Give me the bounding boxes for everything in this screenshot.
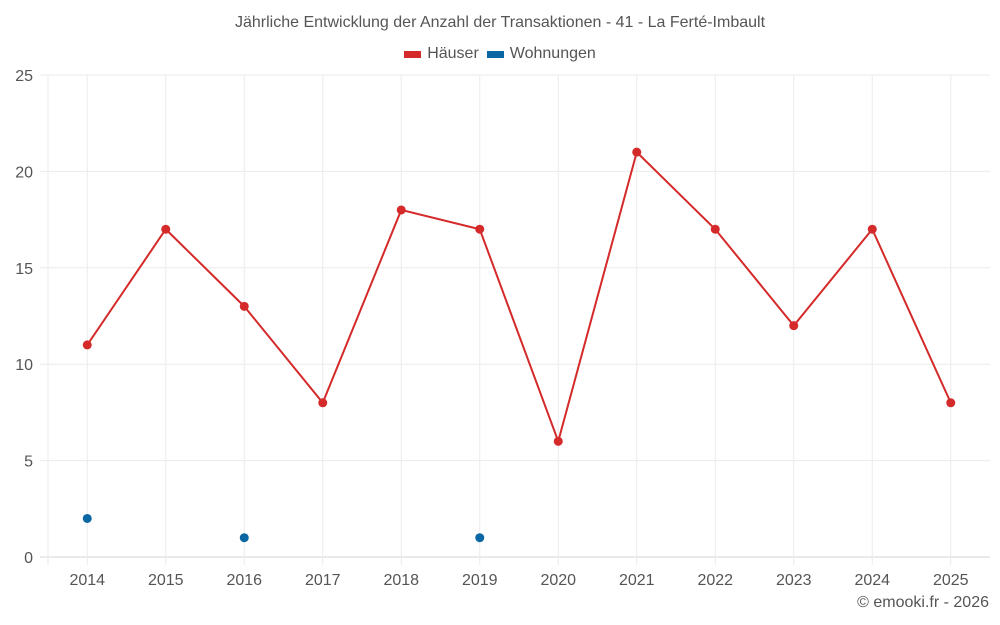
- data-point[interactable]: [475, 224, 485, 234]
- y-tick-label: 15: [15, 261, 33, 278]
- x-tick-label: 2020: [540, 572, 576, 589]
- x-tick-label: 2019: [462, 572, 498, 589]
- legend-label: Häuser: [427, 45, 479, 62]
- y-tick-label: 25: [15, 68, 33, 85]
- data-point[interactable]: [239, 301, 249, 311]
- y-tick-label: 20: [15, 164, 33, 181]
- data-point[interactable]: [318, 398, 328, 408]
- data-point[interactable]: [632, 147, 642, 157]
- data-point[interactable]: [946, 398, 956, 408]
- x-tick-label: 2017: [305, 572, 341, 589]
- data-point[interactable]: [789, 321, 799, 331]
- legend-item-haeuser[interactable]: Häuser: [404, 45, 479, 63]
- y-tick-label: 10: [15, 357, 33, 374]
- data-point[interactable]: [82, 340, 92, 350]
- data-point[interactable]: [553, 436, 563, 446]
- x-tick-label: 2025: [933, 572, 969, 589]
- data-point[interactable]: [161, 224, 171, 234]
- data-point[interactable]: [396, 205, 406, 215]
- legend-swatch-wohnungen: [486, 50, 504, 58]
- legend-label: Wohnungen: [509, 45, 596, 62]
- series-line-häuser: [86, 150, 952, 445]
- x-tick-label: 2024: [854, 572, 890, 589]
- data-point[interactable]: [867, 224, 877, 234]
- copyright-credit: © emooki.fr - 2026: [857, 594, 989, 611]
- legend: Häuser Wohnungen: [0, 45, 1000, 63]
- legend-swatch-haeuser: [404, 50, 422, 58]
- y-tick-label: 5: [24, 454, 33, 471]
- data-point[interactable]: [475, 533, 485, 543]
- data-point[interactable]: [239, 533, 249, 543]
- x-tick-label: 2018: [383, 572, 419, 589]
- chart-title: Jährliche Entwicklung der Anzahl der Tra…: [234, 14, 766, 31]
- x-tick-label: 2021: [619, 572, 655, 589]
- x-tick-label: 2014: [69, 572, 105, 589]
- x-tick-label: 2023: [776, 572, 812, 589]
- legend-item-wohnungen[interactable]: Wohnungen: [486, 45, 596, 63]
- data-point[interactable]: [82, 513, 92, 523]
- data-point[interactable]: [710, 224, 720, 234]
- y-tick-label: 0: [24, 550, 33, 567]
- x-tick-label: 2022: [697, 572, 733, 589]
- x-tick-label: 2015: [148, 572, 184, 589]
- x-tick-label: 2016: [226, 572, 262, 589]
